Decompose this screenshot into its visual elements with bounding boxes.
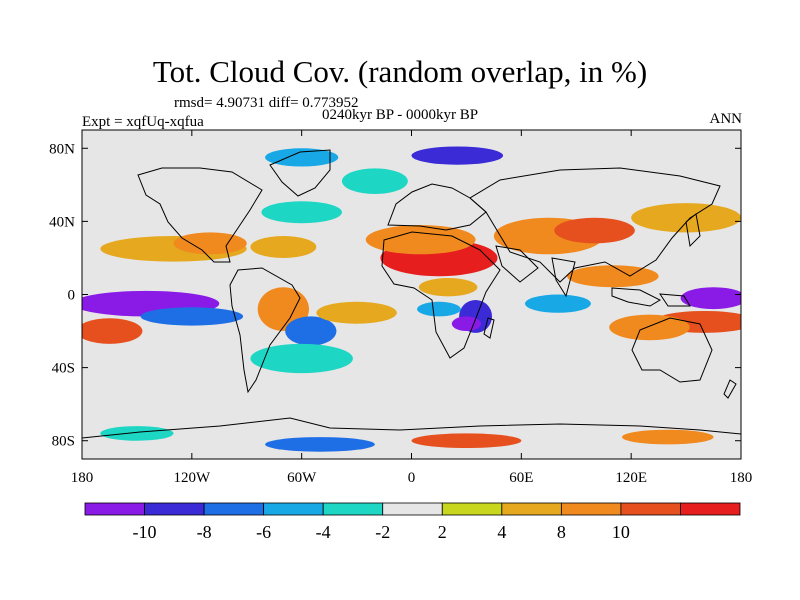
colorbar-label: -8 — [197, 522, 212, 542]
lat-tick-label: 0 — [68, 288, 76, 304]
anomaly-region — [567, 265, 659, 288]
colorbar-swatch — [620, 502, 681, 516]
colorbar-label: 2 — [438, 522, 447, 542]
colorbar-swatch — [263, 502, 324, 516]
lon-tick-label: 120E — [615, 470, 647, 486]
period-label: 0240kyr BP - 0000kyr BP — [322, 107, 479, 123]
season-label: ANN — [709, 111, 743, 127]
anomaly-region — [680, 287, 741, 310]
anomaly-region — [622, 429, 714, 445]
anomaly-region — [250, 343, 353, 374]
map-title: Tot. Cloud Cov. (random overlap, in %) — [152, 54, 648, 89]
colorbar-swatch — [680, 502, 741, 516]
colorbar-swatch — [322, 502, 384, 516]
lon-tick-label: 60W — [287, 470, 317, 486]
colorbar-swatch — [501, 502, 562, 516]
colorbar-swatch — [441, 502, 503, 516]
anomaly-region — [341, 168, 408, 194]
lon-tick-label: 180 — [71, 470, 94, 486]
lon-axis: 180 120W 60W 0 60E 120E 180 — [71, 130, 753, 486]
colorbar-label: -4 — [316, 522, 331, 542]
anomaly-region — [140, 307, 244, 326]
anomaly-region — [100, 426, 174, 441]
colorbar-swatch — [560, 502, 622, 516]
lat-tick-label: 80S — [52, 434, 75, 450]
colorbar-swatch — [203, 502, 265, 516]
anomaly-region — [316, 301, 397, 324]
anomaly-region — [416, 301, 461, 317]
anomaly-region — [418, 278, 478, 297]
lat-tick-label: 40S — [52, 361, 75, 377]
anomaly-region — [265, 437, 375, 452]
colorbar-label: 8 — [557, 522, 566, 542]
lon-tick-label: 180 — [730, 470, 753, 486]
anomaly-region — [265, 148, 339, 167]
anomaly-region — [524, 294, 591, 313]
colorbar-label: -10 — [133, 522, 157, 542]
anomaly-region — [411, 146, 504, 165]
anomaly-region — [411, 433, 522, 449]
colorbar-swatch — [382, 502, 443, 516]
colorbar-label: 4 — [497, 522, 506, 542]
lon-tick-label: 60E — [509, 470, 533, 486]
stats-label: rmsd= 4.90731 diff= 0.773952 — [174, 95, 359, 111]
colorbar-swatch — [84, 502, 145, 516]
anomaly-region — [451, 316, 482, 332]
anomaly-region — [609, 314, 690, 341]
anomaly-region — [261, 201, 342, 224]
anomaly-region — [285, 316, 337, 346]
colorbar-swatch — [144, 502, 205, 516]
lat-tick-label: 80N — [49, 141, 75, 157]
anomaly-region — [82, 318, 143, 344]
lon-tick-label: 0 — [408, 470, 416, 486]
coastlines — [82, 149, 741, 439]
colorbar-label: -6 — [256, 522, 271, 542]
anomaly-region — [631, 203, 741, 233]
anomaly-region — [365, 225, 476, 255]
colorbar: -10 -8 -6 -4 -2 2 4 8 10 — [84, 502, 741, 542]
lat-tick-label: 40N — [49, 214, 75, 230]
anomaly-region — [475, 184, 568, 204]
experiment-label: Expt = xqfUq-xqfua — [82, 114, 204, 130]
anomaly-region — [554, 217, 635, 244]
colorbar-label: -2 — [375, 522, 390, 542]
lat-axis: 80N 40N 0 40S 80S — [49, 141, 741, 450]
lon-tick-label: 120W — [173, 470, 211, 486]
map-plot-area — [82, 130, 741, 459]
anomaly-region — [173, 232, 247, 255]
anomaly-region — [250, 236, 317, 258]
colorbar-label: 10 — [612, 522, 630, 542]
anomaly-regions — [82, 146, 741, 452]
